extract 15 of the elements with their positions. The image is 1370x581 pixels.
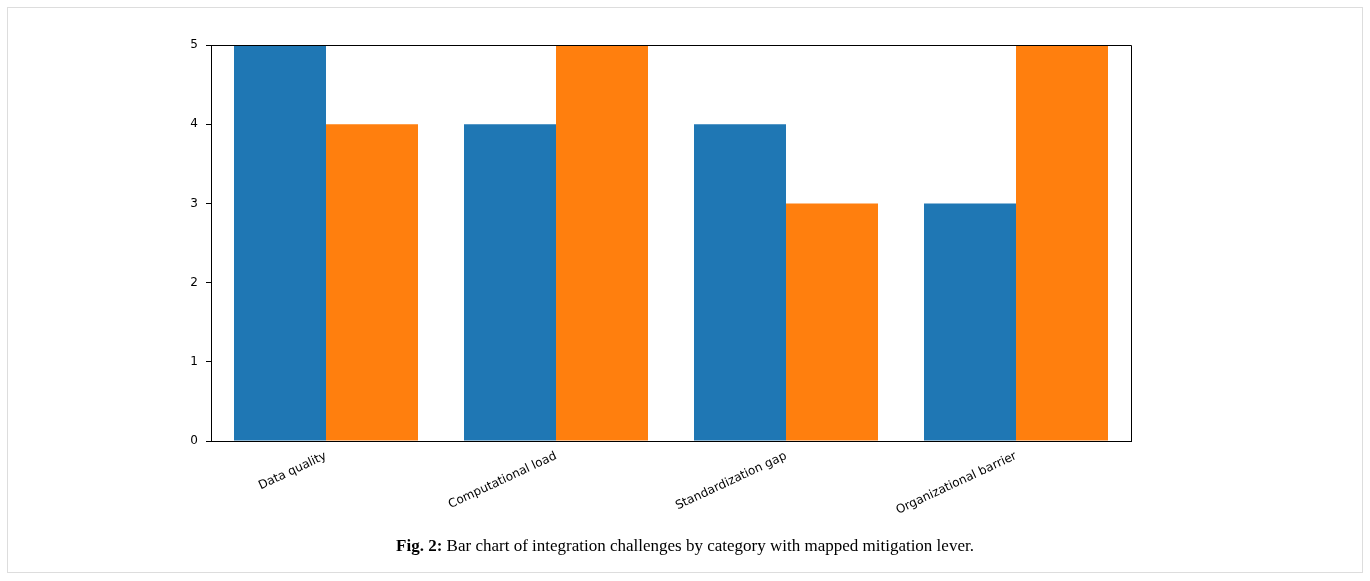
y-tick-label: 3 (190, 195, 198, 210)
bar (1016, 45, 1108, 441)
bar (556, 45, 648, 441)
bar (464, 124, 556, 441)
y-tick-label: 5 (190, 37, 198, 52)
bar (326, 124, 418, 441)
caption: Fig. 2: Bar chart of integration challenges by category with mapped mitigation lever. (395, 536, 975, 556)
y-tick-label: 2 (190, 274, 198, 289)
y-tick-label: 0 (190, 433, 198, 448)
bar (924, 203, 1016, 441)
bar (694, 124, 786, 441)
y-tick-label: 4 (190, 116, 198, 131)
bar (786, 203, 878, 441)
bar (234, 45, 326, 441)
y-tick-label: 1 (190, 353, 198, 368)
